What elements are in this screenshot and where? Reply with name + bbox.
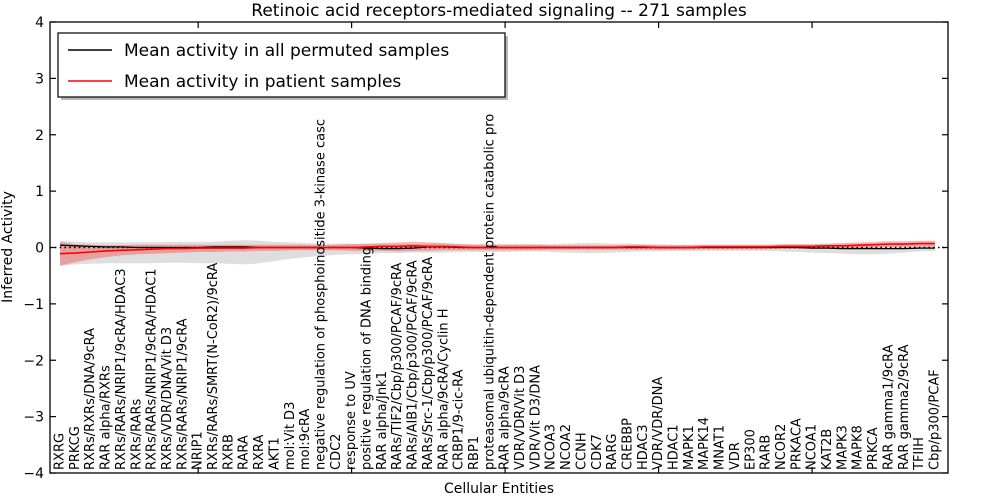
x-tick-label: NCOA3 <box>544 424 559 470</box>
x-tick-label: MAPK8 <box>851 425 866 470</box>
x-tick-label: KAT2B <box>820 429 835 470</box>
x-tick-label: mol:Vit D3 <box>283 402 298 470</box>
x-tick-label: VDR <box>728 442 743 470</box>
x-axis-label: Cellular Entities <box>444 481 554 497</box>
x-tick-label: RXRB <box>221 434 236 470</box>
y-axis-label: Inferred Activity <box>0 191 16 303</box>
x-tick-label: RAR alpha/Jnk1 <box>375 371 390 470</box>
x-tick-label: RARs/Src-1/Cbp/p300/PCAF/9cRA <box>421 257 436 470</box>
x-tick-label: VDR/VDR/Vit D3 <box>513 366 528 470</box>
x-tick-label: RXRs/RARs/NRIP1/9cRA/HDAC3 <box>114 268 129 470</box>
line-patient-mean <box>59 242 935 255</box>
x-tick-label: RXRs/RARs <box>129 398 144 470</box>
band-permuted <box>60 240 935 267</box>
x-tick-label: RXRA <box>252 435 267 470</box>
x-tick-label: mol:9cRA <box>298 408 313 470</box>
y-tick-labels: 4 3 2 1 0 −1 −2 −3 −4 <box>23 15 44 482</box>
x-tick-label: TFIIH <box>912 437 927 471</box>
x-tick-label: HDAC1 <box>667 424 682 470</box>
x-tick-label: VDR/VDR/DNA <box>651 377 666 470</box>
x-tick-label: PRKACA <box>789 418 804 470</box>
confidence-bands <box>60 240 935 267</box>
legend-box <box>57 32 506 98</box>
x-tick-label: CRBP1/9-cic-RA <box>452 369 467 470</box>
x-tick-label: MAPK14 <box>697 417 712 470</box>
x-tick-label: RAR alpha/9cRA <box>498 366 513 470</box>
x-category-labels: RXRG PRKCG RXRs/RXRs/DNA/9cRA RAR alpha/RXR… <box>53 114 943 471</box>
y-tick-label: −4 <box>23 466 44 482</box>
x-tick-label: EP300 <box>743 429 758 470</box>
x-tick-label: CREBBP <box>620 418 635 470</box>
y-tick-label: 2 <box>35 128 44 144</box>
x-tick-label: negative regulation of phosphoinositide … <box>313 119 328 470</box>
x-tick-label: RARs/TIF2/Cbp/p300/PCAF/9cRA <box>390 263 405 470</box>
x-tick-label: NCOA1 <box>805 424 820 470</box>
x-tick-label: RXRs/RARs/NRIP1/9cRA/HDAC1 <box>145 268 160 470</box>
x-tick-label: RARB <box>759 435 774 470</box>
x-tick-label: NCOA2 <box>559 424 574 470</box>
x-tick-label: VDR/Vit D3/DNA <box>528 365 543 470</box>
x-tick-label: HDAC3 <box>636 424 651 470</box>
x-tick-label: RXRs/RARs/NRIP1/9cRA <box>175 318 190 470</box>
x-tick-label: PRKCA <box>866 427 881 470</box>
y-tick-label: −2 <box>23 353 44 369</box>
x-tick-label: RARs/AIB1/Cbp/p300/PCAF/9cRA <box>406 260 421 470</box>
x-tick-label: RXRs/RARs/SMRT(N-CoR2)/9cRA <box>206 263 221 470</box>
x-tick-label: Cbp/p300/PCAF <box>927 369 942 470</box>
y-tick-label: −1 <box>23 297 44 313</box>
x-tick-label: CDC2 <box>329 434 344 470</box>
y-tick-label: −3 <box>23 410 44 426</box>
axes-frame <box>49 21 949 474</box>
x-tick-label: CDK7 <box>590 434 605 470</box>
x-tick-label: MAPK1 <box>682 425 697 470</box>
chart-title: Retinoic acid receptors-mediated signali… <box>251 1 747 21</box>
y-tick-label: 4 <box>35 15 44 31</box>
axis-ticks <box>50 21 948 474</box>
x-tick-label: MAPK3 <box>835 425 850 470</box>
x-tick-label: proteasomal ubiquitin-dependent protein … <box>482 114 497 470</box>
x-tick-label: RAR gamma2/9cRA <box>897 344 912 470</box>
x-tick-label: CCNH <box>574 432 589 470</box>
series-lines <box>59 242 935 255</box>
x-tick-label: NCOR2 <box>774 424 789 470</box>
x-tick-label: RXRG <box>53 433 68 470</box>
x-tick-label: RARA <box>237 435 252 470</box>
x-tick-label: RXRs/VDR/DNA/Vit D3 <box>160 327 175 470</box>
x-tick-label: AKT1 <box>267 437 282 470</box>
x-tick-label: positive regulation of DNA binding <box>360 247 375 470</box>
x-tick-label: RBP1 <box>467 436 482 470</box>
legend: Mean activity in all permuted samples Me… <box>57 32 508 100</box>
x-tick-label: RAR alpha/RXRs <box>99 365 114 470</box>
x-tick-label: RAR alpha/9cRA/Cyclin H <box>436 309 451 470</box>
x-tick-label: NRIP1 <box>191 431 206 470</box>
x-tick-label: response to UV <box>344 371 359 470</box>
x-tick-label: MNAT1 <box>713 425 728 470</box>
x-tick-label: RXRs/RXRs/DNA/9cRA <box>83 328 98 470</box>
legend-label-patient: Mean activity in patient samples <box>124 72 401 92</box>
y-tick-label: 1 <box>35 184 44 200</box>
x-tick-label: PRKCG <box>68 426 83 470</box>
legend-label-permuted: Mean activity in all permuted samples <box>124 41 449 61</box>
y-tick-label: 3 <box>35 71 44 87</box>
x-tick-label: RARG <box>605 433 620 470</box>
y-tick-label: 0 <box>35 241 44 257</box>
x-tick-label: RAR gamma1/9cRA <box>881 344 896 470</box>
